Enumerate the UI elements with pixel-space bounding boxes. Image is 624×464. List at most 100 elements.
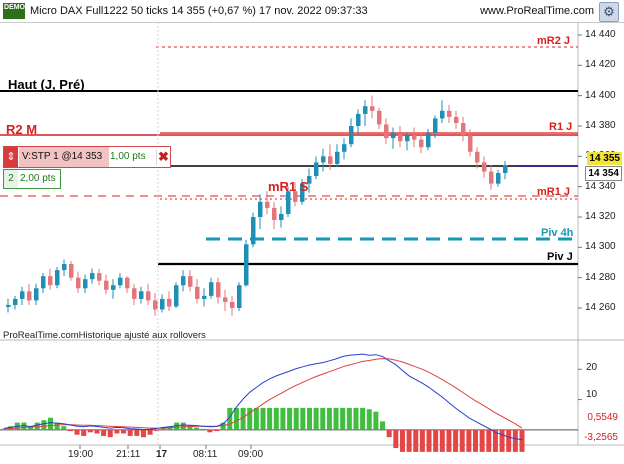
histogram-bar bbox=[174, 422, 180, 430]
signal-line bbox=[3, 358, 523, 430]
ask-price-tag: 14 355 bbox=[587, 152, 622, 165]
histogram-bar bbox=[233, 407, 239, 430]
histogram-bar bbox=[94, 429, 100, 434]
histogram-bar bbox=[107, 429, 113, 438]
position-qty[interactable]: 2,00 pts bbox=[20, 173, 56, 184]
histogram-bar bbox=[127, 429, 133, 436]
candle-body bbox=[69, 264, 74, 278]
histogram-bar bbox=[140, 429, 146, 438]
histogram-bar bbox=[380, 421, 386, 430]
candle-body bbox=[461, 122, 466, 136]
candle-body bbox=[188, 276, 193, 287]
candle-body bbox=[237, 285, 242, 308]
histogram-bar bbox=[1, 428, 7, 430]
histogram-bar bbox=[247, 407, 253, 430]
histogram-bar bbox=[473, 429, 479, 452]
histogram-bar bbox=[194, 427, 200, 430]
histogram-bar bbox=[187, 425, 193, 430]
close-icon[interactable]: ✖ bbox=[156, 149, 170, 165]
candle-body bbox=[377, 110, 382, 125]
histogram-bar bbox=[21, 422, 27, 430]
histogram-bar bbox=[373, 411, 379, 430]
order-type-label[interactable]: V:STP 1 @14 353 bbox=[19, 147, 109, 167]
candle-body bbox=[6, 304, 11, 307]
stop-order-widget[interactable]: ⇕ V:STP 1 @14 353 1,00 pts ✖ bbox=[3, 146, 171, 168]
level-label-haut: Haut (J, Pré) bbox=[8, 77, 85, 92]
candle-body bbox=[265, 201, 270, 208]
candle-body bbox=[468, 135, 473, 152]
histogram-bar bbox=[333, 407, 339, 430]
histogram-bar bbox=[240, 407, 246, 430]
candle-body bbox=[160, 298, 165, 310]
candle-body bbox=[370, 106, 375, 111]
price-tick-label: 14 420 bbox=[585, 59, 616, 71]
candle-body bbox=[398, 133, 403, 142]
price-tick-label: 14 300 bbox=[585, 241, 616, 253]
candle-body bbox=[300, 183, 305, 202]
candle-body bbox=[244, 244, 249, 286]
brand-link[interactable]: www.ProRealTime.com bbox=[480, 5, 594, 17]
histogram-bar bbox=[253, 407, 259, 430]
histogram-bar bbox=[306, 407, 312, 430]
position-widget[interactable]: 2 2,00 pts bbox=[3, 169, 61, 189]
histogram-bar bbox=[160, 427, 166, 430]
histogram-bar bbox=[47, 417, 53, 430]
candle-body bbox=[97, 273, 102, 281]
price-tick-label: 14 280 bbox=[585, 271, 616, 283]
candle-body bbox=[412, 135, 417, 140]
level-label-r2m: R2 M bbox=[6, 122, 38, 137]
candle-body bbox=[503, 165, 508, 174]
order-qty-label[interactable]: 1,00 pts bbox=[110, 151, 146, 162]
histogram-bar bbox=[154, 429, 160, 432]
candle-body bbox=[405, 135, 410, 142]
candle-body bbox=[293, 191, 298, 202]
histogram-bar bbox=[220, 422, 226, 430]
histogram-bar bbox=[486, 429, 492, 452]
candle-body bbox=[146, 291, 151, 301]
candle-body bbox=[391, 133, 396, 139]
candle-body bbox=[90, 273, 95, 280]
histogram-bar bbox=[227, 407, 233, 430]
candle-body bbox=[139, 291, 144, 299]
candle-body bbox=[363, 106, 368, 114]
indicator-tick-10: 10 bbox=[586, 389, 598, 400]
histogram-bar bbox=[87, 429, 93, 433]
histogram-bar bbox=[360, 407, 366, 430]
candle-body bbox=[482, 162, 487, 172]
candle-body bbox=[223, 297, 228, 302]
candle-body bbox=[83, 279, 88, 289]
time-label-1900: 19:00 bbox=[68, 449, 94, 460]
candle-body bbox=[48, 276, 53, 286]
candle-body bbox=[34, 288, 39, 301]
time-label-day17: 17 bbox=[156, 449, 168, 460]
level-label-mr1s: mR1 S bbox=[268, 179, 309, 194]
price-tick-label: 14 320 bbox=[585, 211, 616, 222]
histogram-bar bbox=[81, 429, 87, 436]
time-label-2111: 21:11 bbox=[116, 449, 141, 460]
candle-body bbox=[55, 270, 60, 286]
candle-body bbox=[251, 217, 256, 245]
histogram-bar bbox=[214, 429, 220, 432]
histogram-bar bbox=[499, 429, 505, 452]
drag-handle-icon[interactable]: ⇕ bbox=[4, 147, 18, 167]
candle-body bbox=[384, 124, 389, 139]
histogram-bar bbox=[34, 422, 40, 430]
histogram-bar bbox=[413, 429, 419, 452]
histogram-bar bbox=[320, 407, 326, 430]
price-tick-label: 14 380 bbox=[585, 120, 616, 131]
level-label-mr1j: mR1 J bbox=[537, 186, 571, 198]
candle-body bbox=[27, 291, 32, 301]
histogram-bar bbox=[346, 407, 352, 430]
candle-body bbox=[349, 126, 354, 145]
price-tick-label: 14 400 bbox=[585, 89, 616, 101]
histogram-bar bbox=[180, 422, 186, 430]
level-label-pivj: Piv J bbox=[547, 251, 573, 263]
level-label-piv4h: Piv 4h bbox=[541, 227, 574, 239]
candle-body bbox=[489, 171, 494, 184]
histogram-bar bbox=[393, 429, 399, 449]
gear-icon[interactable]: ⚙ bbox=[599, 2, 619, 22]
histogram-bar bbox=[54, 422, 60, 430]
candle-body bbox=[174, 285, 179, 307]
histogram-bar bbox=[67, 429, 73, 432]
